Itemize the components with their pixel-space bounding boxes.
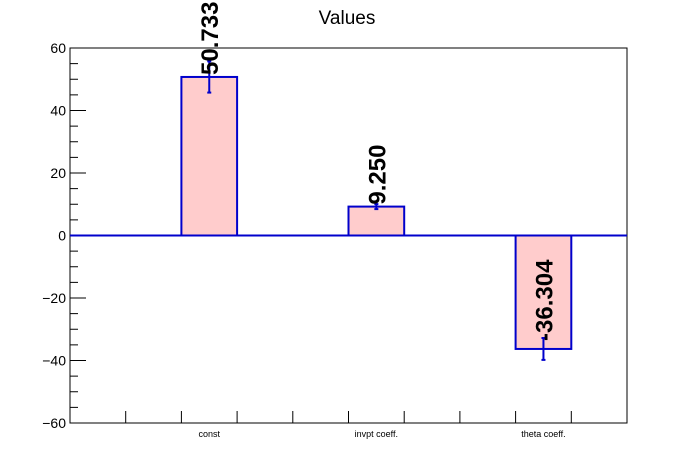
y-tick-label: 40: [50, 103, 66, 119]
bar-1: [180, 75, 239, 237]
y-axis: −60 −40 −20 0 20 40 60: [42, 40, 86, 431]
x-axis: const invpt coeff. theta coeff.: [125, 411, 572, 439]
value-label: 9.250: [364, 145, 391, 205]
x-tick-label: invpt coeff.: [355, 429, 398, 439]
value-labels: 50.733 9.250 -36.304: [197, 2, 558, 341]
value-label: 50.733: [197, 2, 224, 75]
y-tick-label: −60: [42, 415, 66, 431]
y-tick-label: 0: [58, 228, 66, 244]
x-tick-label: theta coeff.: [521, 429, 565, 439]
y-tick-label: −40: [42, 353, 66, 369]
value-label: -36.304: [531, 259, 558, 341]
y-tick-label: 20: [50, 165, 66, 181]
bars: [70, 60, 627, 361]
y-tick-label: −20: [42, 290, 66, 306]
x-tick-label: const: [198, 429, 220, 439]
bar-2: [347, 205, 406, 237]
chart-title: Values: [319, 8, 376, 29]
y-tick-label: 60: [50, 40, 66, 56]
